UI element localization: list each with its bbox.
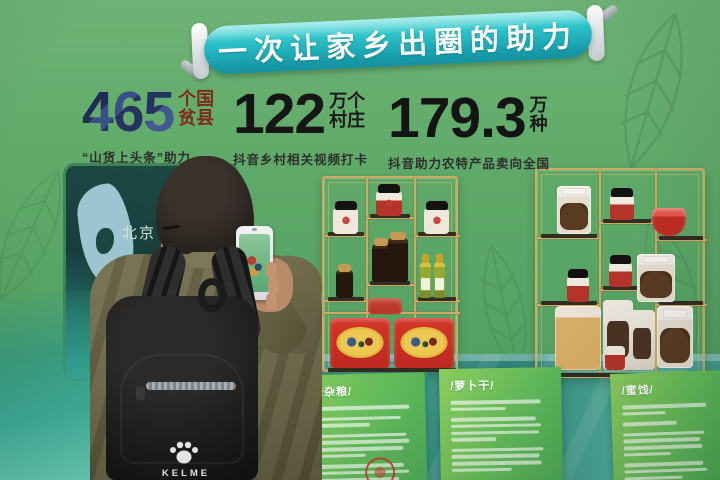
banner-text: 一次让家乡出圈的助力 xyxy=(217,20,579,70)
stat-unit-bottom: 贫县 xyxy=(178,108,215,129)
shelf-wire xyxy=(324,235,366,237)
product-jar xyxy=(376,184,402,216)
hand xyxy=(247,258,293,312)
map-notch xyxy=(96,228,114,254)
shelf-board xyxy=(328,368,456,372)
shelf-wire xyxy=(366,217,414,219)
product-jar xyxy=(333,201,358,234)
product-card: /萝卜干/ xyxy=(438,366,564,480)
shelf-wire xyxy=(599,289,655,291)
shelf-wire xyxy=(599,222,655,224)
stat-value: 179.3 xyxy=(388,86,527,150)
product-card-text xyxy=(450,399,552,473)
product-preserve-jar xyxy=(372,238,390,282)
product-oil-bottle xyxy=(434,254,445,298)
product-snack-pouch xyxy=(330,318,390,368)
shelf-wire xyxy=(655,304,707,306)
finger xyxy=(266,262,277,279)
product-dried-bag xyxy=(637,254,675,302)
product-bread-bag xyxy=(555,306,601,370)
paw-print-logo xyxy=(170,441,198,464)
product-dried-bag xyxy=(657,306,693,368)
shelf-board xyxy=(370,281,410,285)
shelf-board xyxy=(328,297,364,301)
thumb xyxy=(240,294,254,312)
finger xyxy=(266,293,277,310)
shelf-board xyxy=(659,301,703,305)
banner-tube: 一次让家乡出圈的助力 xyxy=(203,9,593,75)
shelf-board xyxy=(328,232,364,236)
stat-unit-bottom: 种 xyxy=(529,114,548,135)
stat-villages: 122 万个 村庄 抖音乡村相关视频打卡 xyxy=(233,82,369,168)
shelf-middle xyxy=(322,176,460,372)
stat-unit: 万个 村庄 xyxy=(329,91,366,131)
stat-unit-top: 万个 xyxy=(329,91,366,111)
shelf-board xyxy=(541,234,597,238)
shelf-board xyxy=(541,301,597,305)
product-snack-pouch xyxy=(394,318,454,368)
raised-arm xyxy=(252,252,326,356)
product-jar xyxy=(610,188,634,220)
stat-poverty-counties: 465 个国 贫县 “山货上头条”助力 xyxy=(82,80,215,166)
product-jar xyxy=(609,255,632,287)
product-card: /紫米杂粮/ xyxy=(284,372,428,480)
product-card-title: /萝卜干/ xyxy=(450,380,495,393)
phone-screen xyxy=(239,234,270,292)
map-label: 北京 xyxy=(122,225,157,242)
backpack-zipper xyxy=(136,382,236,400)
lit-panel xyxy=(0,290,102,480)
stat-value: 465 xyxy=(82,80,175,144)
product-card-text xyxy=(296,404,416,480)
product-oil-bottle xyxy=(420,254,431,298)
stat-unit: 个国 贫县 xyxy=(178,89,215,129)
stat-value: 122 xyxy=(233,82,326,146)
stat-unit: 万 种 xyxy=(529,95,548,135)
stat-caption: 抖音乡村相关视频打卡 xyxy=(233,153,369,168)
shelf-wire xyxy=(366,178,368,370)
shelf-wire xyxy=(414,178,416,370)
product-card-title: /蜜饯/ xyxy=(621,384,654,398)
shelf-wire xyxy=(414,300,460,302)
stat-caption: “山货上头条”助力 xyxy=(82,151,192,166)
stat-unit-top: 个国 xyxy=(178,89,215,109)
stat-unit-top: 万 xyxy=(529,95,548,115)
smartphone xyxy=(236,226,273,300)
shelf-wire xyxy=(537,237,599,239)
shelf-board xyxy=(418,232,456,236)
product-jar xyxy=(605,346,625,370)
forearm xyxy=(236,280,314,362)
shelf-board xyxy=(659,236,703,240)
product-card-text xyxy=(622,402,715,480)
product-preserve-jar xyxy=(336,264,353,298)
shelf-wire xyxy=(537,304,599,306)
shelf-wire xyxy=(599,170,601,376)
backpack-brand-text: KELME xyxy=(161,468,211,479)
shelf-board xyxy=(418,297,456,301)
shelf-wire xyxy=(414,235,460,237)
shelf-wire xyxy=(324,300,366,302)
product-dried-bag xyxy=(557,186,591,234)
product-snack-pouch xyxy=(368,298,402,314)
shelf-wire xyxy=(366,284,414,286)
product-red-bowl xyxy=(652,208,686,236)
shelf-right xyxy=(535,168,707,378)
product-card: /蜜饯/ xyxy=(610,370,720,480)
phone-camera xyxy=(252,228,257,231)
product-card-title: /紫米杂粮/ xyxy=(295,386,353,400)
banner-lightbox: 一次让家乡出圈的助力 xyxy=(178,3,620,82)
stat-products: 179.3 万 种 抖音助力农特产品卖向全国 xyxy=(388,86,551,172)
product-preserve-jar xyxy=(388,232,408,282)
product-jar xyxy=(567,269,589,302)
finger xyxy=(268,278,279,295)
stat-caption: 抖音助力农特产品卖向全国 xyxy=(388,157,551,172)
product-jar xyxy=(424,201,449,234)
shelf-wire xyxy=(655,239,707,241)
shelf-board xyxy=(603,286,651,290)
shelf-board xyxy=(603,219,651,223)
product-pouch xyxy=(629,310,655,370)
phone-screen-content xyxy=(247,254,263,276)
stat-unit-bottom: 村庄 xyxy=(329,110,366,131)
shelf-board xyxy=(370,214,410,218)
